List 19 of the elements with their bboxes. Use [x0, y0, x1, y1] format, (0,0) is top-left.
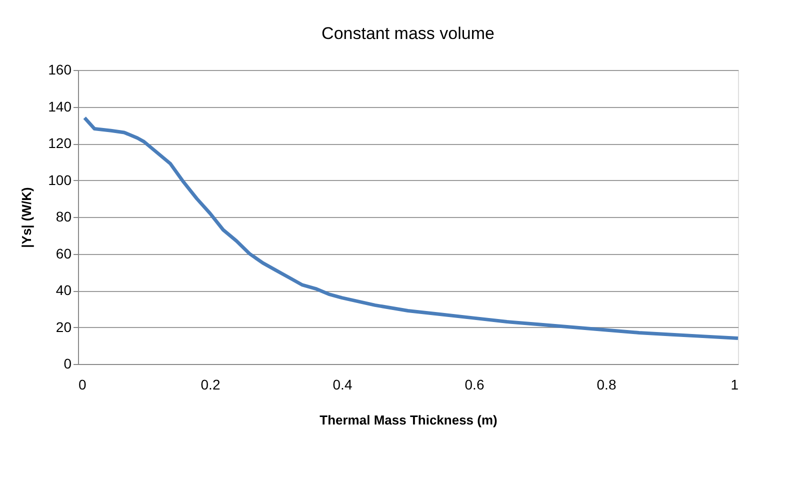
x-tick-label: 0.4 — [332, 376, 352, 392]
y-tick-label: 100 — [48, 172, 72, 188]
y-tick-label: 140 — [48, 98, 72, 114]
x-tick-label: 0.2 — [200, 376, 220, 392]
y-tick-label: 0 — [64, 356, 72, 372]
chart-title: Constant mass volume — [322, 24, 494, 43]
x-axis-title: Thermal Mass Thickness (m) — [320, 412, 498, 428]
y-tick-label: 40 — [56, 282, 72, 298]
y-tick-label: 160 — [48, 62, 72, 78]
x-tick-label: 0 — [78, 376, 86, 392]
x-tick-label: 0.6 — [464, 376, 484, 392]
y-tick-label: 80 — [56, 208, 72, 224]
y-tick-label: 120 — [48, 135, 72, 151]
y-axis-title: |Ys| (W/K) — [19, 187, 34, 248]
y-tick-label: 20 — [56, 318, 72, 335]
x-tick-label: 1 — [730, 376, 739, 392]
x-tick-label: 0.8 — [596, 376, 616, 392]
y-tick-label: 60 — [56, 245, 72, 262]
line-series — [82, 116, 740, 340]
